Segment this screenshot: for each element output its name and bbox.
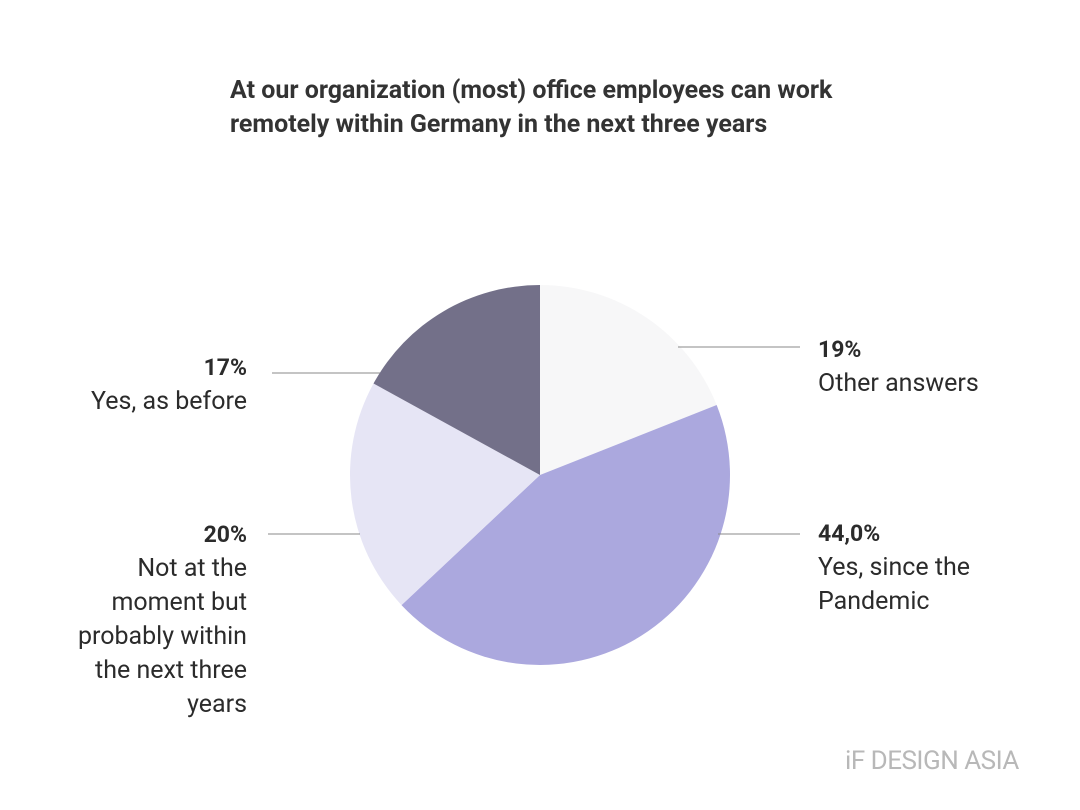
slice-label: 44,0% Yes, since the Pandemic	[818, 517, 1048, 619]
chart-title: At our organization (most) office employ…	[230, 76, 833, 139]
value-label: 17%	[203, 354, 247, 381]
value-label: 19%	[818, 336, 862, 363]
pie-slice	[373, 285, 540, 475]
watermark: iF DESIGN ASIA	[845, 746, 1019, 776]
pie-slice	[401, 405, 731, 666]
pie-slice	[540, 285, 717, 475]
category-label: Other answers	[818, 369, 979, 398]
slice-label: 20% Not at the moment but probably within…	[57, 518, 247, 722]
category-label: Not at the moment but probably within th…	[77, 554, 247, 719]
slice-label: 17% Yes, as before	[57, 351, 247, 419]
value-label: 44,0%	[818, 520, 881, 547]
pie-slice	[350, 383, 540, 606]
slice-label: 19% Other answers	[818, 333, 1048, 401]
value-label: 20%	[203, 521, 247, 548]
category-label: Yes, as before	[91, 387, 247, 416]
category-label: Yes, since the Pandemic	[818, 553, 971, 616]
